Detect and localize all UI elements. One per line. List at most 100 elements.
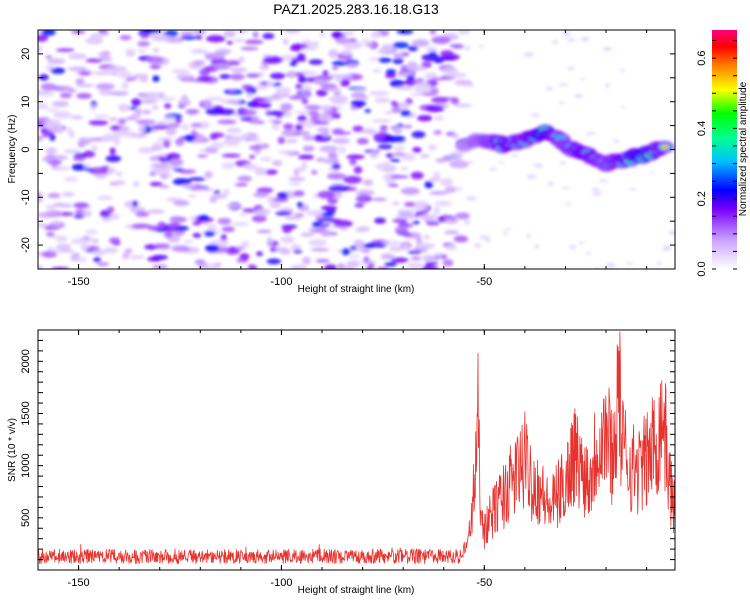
y-tick-label: 20 bbox=[20, 48, 32, 60]
noise-blob bbox=[213, 190, 221, 195]
noise-blob bbox=[169, 215, 185, 223]
noise-blob bbox=[302, 135, 315, 141]
noise-blob bbox=[321, 212, 335, 217]
noise-blob bbox=[331, 138, 351, 144]
noise-blob bbox=[473, 243, 482, 248]
noise-blob bbox=[213, 62, 231, 70]
noise-blob bbox=[298, 120, 318, 128]
noise-blob bbox=[619, 69, 626, 72]
noise-blob bbox=[313, 79, 329, 85]
noise-blob bbox=[66, 127, 73, 133]
noise-blob bbox=[169, 158, 184, 167]
noise-blob bbox=[256, 187, 274, 194]
noise-blob bbox=[151, 124, 170, 130]
noise-blob bbox=[139, 93, 154, 99]
noise-blob bbox=[46, 108, 59, 112]
noise-blob bbox=[266, 169, 278, 175]
noise-blob bbox=[284, 215, 302, 221]
noise-blob bbox=[568, 245, 577, 249]
noise-blob bbox=[361, 95, 369, 100]
noise-blob bbox=[545, 86, 554, 91]
noise-blob bbox=[225, 204, 241, 208]
noise-blob bbox=[332, 73, 353, 80]
noise-blob bbox=[271, 123, 280, 131]
noise-blob bbox=[322, 131, 330, 138]
noise-blob bbox=[332, 66, 339, 70]
x-tick-label: -150 bbox=[68, 276, 90, 288]
noise-blob bbox=[598, 179, 609, 182]
noise-blob bbox=[373, 119, 389, 123]
noise-blob bbox=[293, 110, 313, 115]
noise-blob bbox=[272, 159, 283, 167]
noise-blob bbox=[171, 69, 191, 74]
noise-blob bbox=[374, 97, 391, 103]
noise-blob bbox=[254, 208, 271, 216]
noise-blob bbox=[297, 75, 307, 84]
noise-blob bbox=[250, 265, 258, 269]
noise-blob bbox=[266, 236, 274, 245]
noise-blob bbox=[229, 73, 245, 81]
noise-blob bbox=[130, 98, 142, 107]
noise-blob bbox=[173, 200, 190, 207]
noise-blob bbox=[93, 174, 109, 178]
noise-blob bbox=[307, 43, 319, 47]
noise-blob bbox=[412, 220, 420, 225]
noise-blob bbox=[223, 30, 236, 38]
noise-blob bbox=[192, 232, 202, 238]
noise-blob bbox=[151, 65, 160, 69]
noise-blob bbox=[392, 57, 404, 65]
noise-blob bbox=[59, 92, 72, 99]
noise-blob bbox=[75, 83, 95, 87]
noise-blob bbox=[324, 88, 343, 92]
noise-blob bbox=[283, 123, 294, 130]
noise-blob bbox=[295, 123, 304, 132]
noise-blob bbox=[354, 227, 370, 232]
noise-blob bbox=[414, 200, 428, 208]
noise-blob bbox=[313, 75, 334, 81]
noise-blob bbox=[533, 244, 540, 249]
noise-blob bbox=[349, 245, 357, 250]
noise-blob bbox=[187, 194, 197, 199]
noise-blob bbox=[103, 247, 119, 254]
noise-blob bbox=[401, 233, 413, 237]
noise-blob bbox=[580, 36, 590, 42]
noise-blob bbox=[125, 77, 133, 82]
noise-blob bbox=[573, 94, 584, 98]
noise-blob bbox=[244, 39, 264, 45]
noise-blob bbox=[485, 238, 491, 243]
noise-blob bbox=[361, 243, 377, 249]
noise-blob bbox=[129, 106, 138, 110]
noise-blob bbox=[195, 134, 207, 140]
x-tick-label: -100 bbox=[270, 276, 292, 288]
noise-blob bbox=[312, 121, 330, 125]
noise-blob bbox=[429, 191, 449, 195]
noise-blob bbox=[196, 75, 213, 82]
noise-blob bbox=[451, 43, 465, 50]
noise-blob bbox=[251, 102, 268, 108]
noise-blob bbox=[393, 52, 404, 59]
noise-blob bbox=[378, 57, 392, 63]
noise-blob bbox=[85, 229, 98, 235]
noise-blob bbox=[385, 69, 397, 76]
noise-blob bbox=[217, 119, 237, 125]
noise-blob bbox=[167, 235, 181, 243]
noise-blob bbox=[349, 158, 357, 166]
noise-blob bbox=[419, 154, 430, 158]
noise-blob bbox=[388, 246, 404, 252]
noise-blob bbox=[354, 202, 365, 208]
noise-blob bbox=[47, 192, 61, 199]
noise-blob bbox=[151, 142, 165, 151]
noise-blob bbox=[78, 236, 94, 243]
noise-blob bbox=[289, 181, 302, 187]
noise-blob bbox=[450, 97, 460, 105]
noise-blob bbox=[425, 105, 445, 113]
noise-blob bbox=[38, 197, 43, 203]
noise-blob bbox=[75, 78, 85, 85]
noise-blob bbox=[319, 145, 339, 153]
noise-blob bbox=[254, 168, 269, 176]
noise-blob bbox=[221, 153, 241, 158]
noise-blob bbox=[289, 45, 302, 52]
noise-blob bbox=[267, 196, 276, 204]
noise-blob bbox=[372, 68, 382, 73]
noise-blob bbox=[232, 38, 246, 43]
